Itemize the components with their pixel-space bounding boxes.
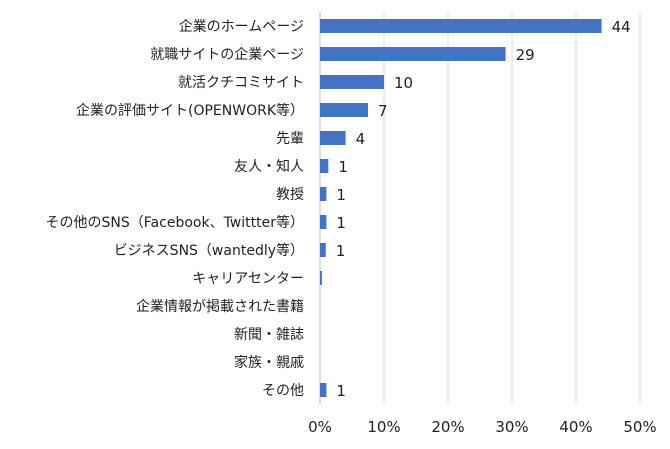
category-label: 企業の評価サイト(OPENWORK等）	[76, 102, 304, 119]
bar	[320, 103, 368, 117]
category-label: 就職サイトの企業ページ	[150, 46, 304, 63]
x-tick-labels: 0% 10% 20% 30% 40% 50%	[308, 418, 657, 436]
data-label: 10	[394, 74, 413, 92]
x-tick-label: 10%	[367, 418, 400, 436]
category-label: その他	[262, 383, 304, 399]
bars	[320, 19, 602, 397]
gridlines	[383, 12, 641, 404]
data-label: 7	[378, 102, 388, 120]
bar	[320, 243, 326, 257]
category-label: 企業情報が掲載された書籍	[136, 298, 304, 315]
data-label: 29	[516, 46, 535, 64]
bar	[320, 271, 322, 285]
category-label: その他のSNS（Facebook、Twittter等）	[46, 214, 304, 231]
data-label: 1	[336, 214, 346, 232]
x-tick-label: 40%	[559, 418, 592, 436]
category-label: ビジネスSNS（wantedly等）	[114, 242, 304, 259]
category-labels: 企業のホームページ就職サイトの企業ページ就活クチコミサイト企業の評価サイト(OP…	[46, 18, 304, 399]
category-label: 友人・知人	[234, 158, 304, 175]
bar	[320, 75, 384, 89]
bar	[320, 215, 327, 229]
bar	[320, 159, 329, 173]
data-label: 1	[338, 158, 348, 176]
data-label: 1	[336, 186, 346, 204]
category-label: 就活クチコミサイト	[178, 75, 304, 91]
data-label: 44	[612, 18, 631, 36]
bar	[320, 131, 346, 145]
category-label: 企業のホームページ	[179, 18, 304, 35]
x-tick-label: 20%	[431, 418, 464, 436]
x-tick-label: 0%	[308, 418, 332, 436]
bar	[320, 187, 327, 201]
bar	[320, 47, 506, 61]
x-tick-label: 30%	[495, 418, 528, 436]
bar	[320, 383, 327, 397]
category-label: 家族・親戚	[234, 354, 304, 371]
data-label: 1	[336, 382, 346, 400]
data-label: 1	[336, 242, 346, 260]
category-label: キャリアセンター	[192, 271, 304, 287]
category-label: 教授	[276, 187, 304, 203]
data-label: 4	[356, 130, 366, 148]
x-tick-label: 50%	[623, 418, 656, 436]
category-label: 先輩	[276, 131, 304, 147]
bar	[320, 19, 602, 33]
category-label: 新聞・雑誌	[234, 327, 304, 343]
